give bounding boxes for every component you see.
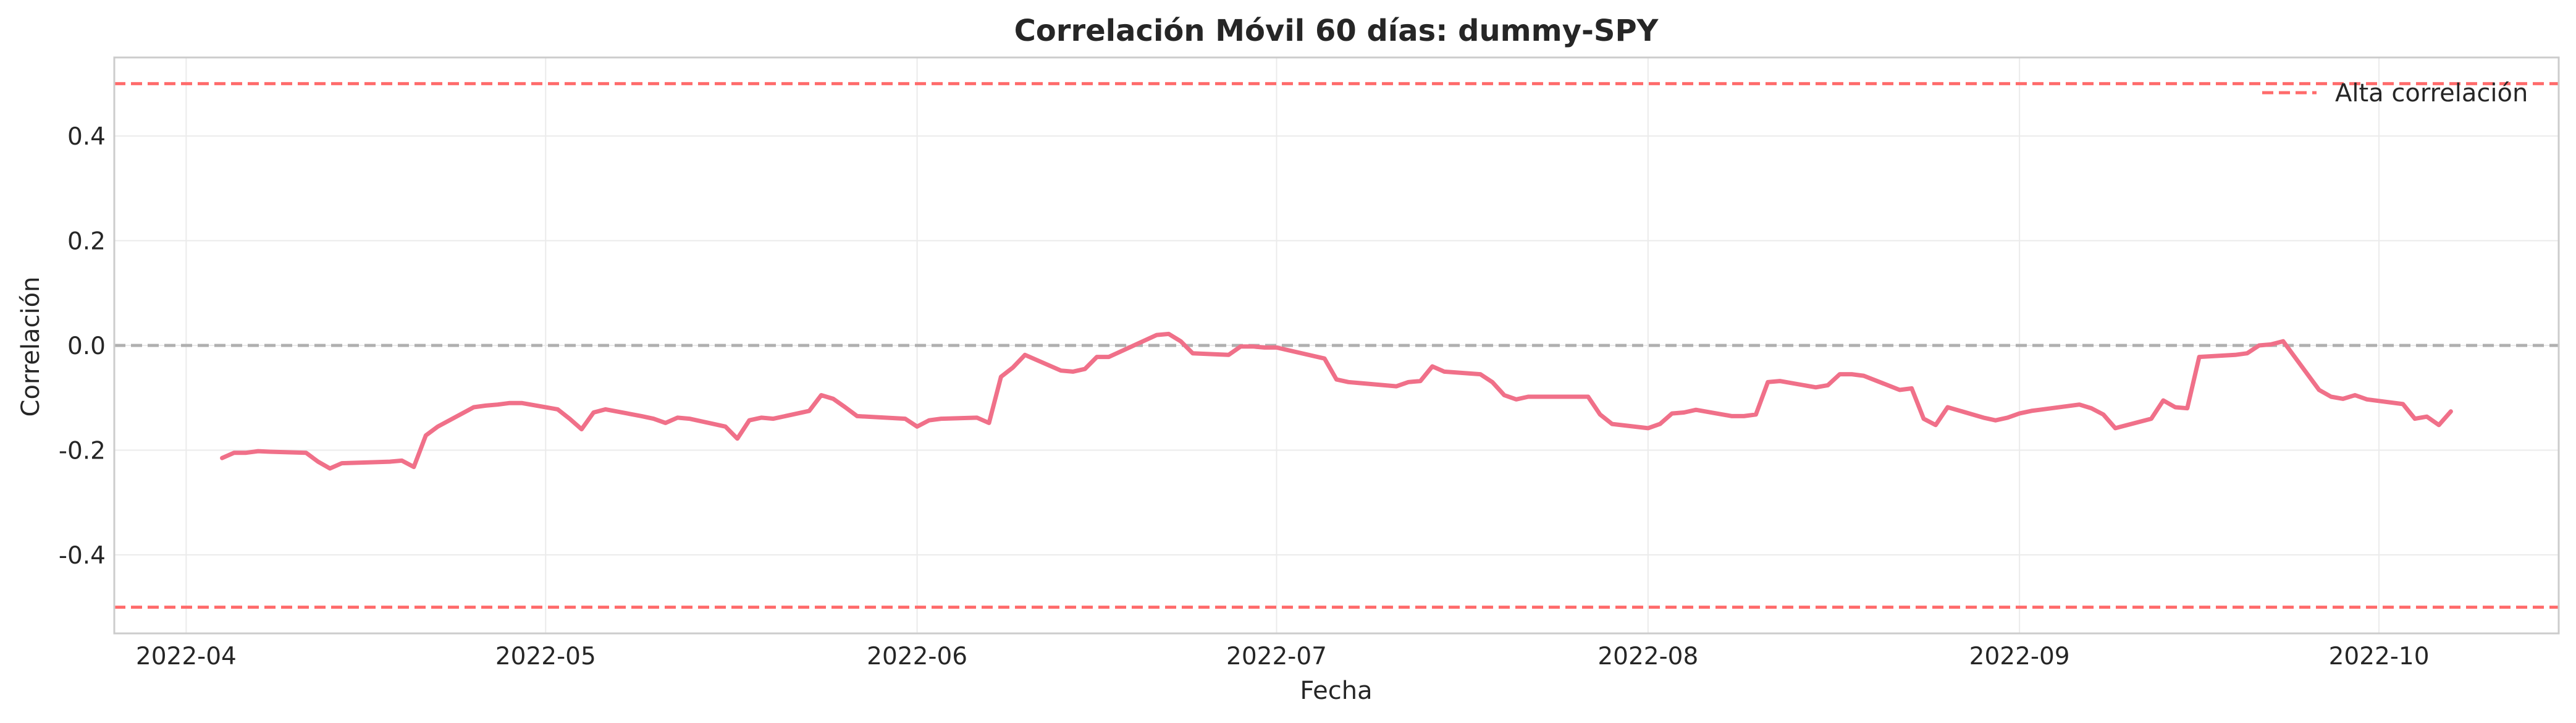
- y-tick-label: 0.4: [67, 123, 106, 151]
- legend-label-alta-correlacion: Alta correlación: [2335, 79, 2528, 108]
- x-axis-label: Fecha: [1300, 677, 1372, 705]
- x-tick-label: 2022-08: [1597, 643, 1698, 670]
- legend: Alta correlación: [2262, 79, 2528, 108]
- grid-lines: [114, 57, 2559, 633]
- plot-frame: [113, 56, 2560, 635]
- x-tick-label: 2022-06: [867, 643, 967, 670]
- y-axis-label: Correlación: [17, 277, 45, 417]
- y-tick-label: -0.4: [59, 542, 106, 570]
- y-axis-ticks: 0.4 0.2 0.0 -0.2 -0.4: [59, 123, 106, 570]
- chart-title: Correlación Móvil 60 días: dummy-SPY: [1014, 14, 1659, 48]
- x-tick-label: 2022-04: [136, 643, 237, 670]
- x-tick-label: 2022-09: [1969, 643, 2070, 670]
- y-tick-label: -0.2: [59, 437, 106, 465]
- series-lines: [220, 331, 2453, 471]
- x-axis-ticks: 2022-04 2022-05 2022-06 2022-07 2022-08 2022-…: [136, 643, 2430, 670]
- y-tick-label: 0.0: [67, 332, 106, 360]
- series-line-0: [220, 331, 2453, 471]
- x-tick-label: 2022-05: [495, 643, 596, 670]
- x-tick-label: 2022-07: [1226, 643, 1327, 670]
- reference-lines: [114, 82, 2559, 609]
- y-tick-label: 0.2: [67, 228, 106, 256]
- x-tick-label: 2022-10: [2329, 643, 2430, 670]
